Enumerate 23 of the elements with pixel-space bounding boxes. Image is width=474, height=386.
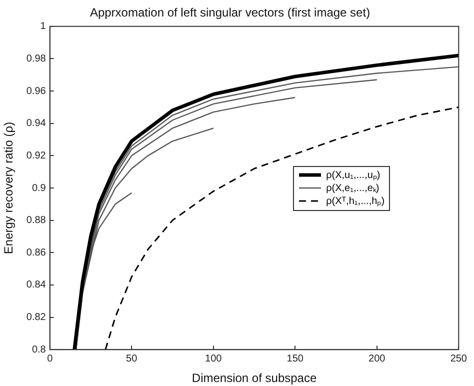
y-tick-label: 0.84: [26, 280, 46, 291]
x-tick-label: 50: [126, 353, 138, 364]
legend-label: ρ(X,e₁,...,eₖ): [326, 182, 380, 194]
y-tick-label: 0.98: [26, 53, 46, 64]
y-tick-label: 0.86: [26, 247, 46, 258]
y-tick-label: 0.9: [32, 182, 46, 194]
y-tick-label: 0.94: [26, 118, 46, 130]
y-tick-label: 0.8: [32, 344, 46, 356]
x-tick-label: 250: [450, 353, 468, 364]
x-tick-label: 200: [368, 353, 386, 364]
y-tick-label: 0.82: [26, 312, 46, 324]
x-tick-label: 150: [286, 353, 304, 364]
legend-label: ρ(Xᵀ,h₁,...,hₚ): [326, 194, 385, 208]
x-tick-label: 100: [205, 353, 222, 364]
x-axis-title: Dimension of subspace: [192, 371, 317, 386]
y-axis-title: Energy recovery ratio (ρ): [2, 122, 16, 254]
chart-title: Apprxomation of left singular vectors (first image set): [90, 6, 370, 20]
legend-label: ρ(X,u₁,...,uₚ): [326, 168, 380, 182]
y-tick-label: 0.92: [26, 150, 46, 162]
x-tick-label: 0: [47, 353, 54, 364]
y-tick-label: 1: [40, 21, 46, 32]
y-tick-label: 0.96: [26, 86, 46, 97]
y-tick-label: 0.88: [26, 215, 46, 226]
